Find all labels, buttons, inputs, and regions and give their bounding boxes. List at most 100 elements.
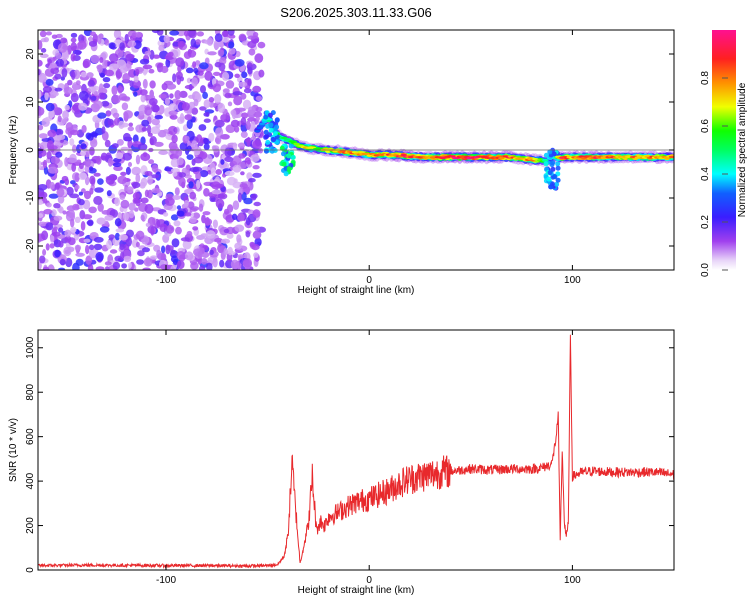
noise-blob xyxy=(66,186,74,196)
noise-blob xyxy=(135,173,141,184)
noise-blob xyxy=(135,199,141,207)
noise-blob xyxy=(220,238,231,244)
noise-blob xyxy=(225,112,230,121)
noise-blob xyxy=(234,224,245,232)
noise-blob xyxy=(78,162,84,170)
noise-blob xyxy=(96,155,102,165)
noise-blob xyxy=(190,38,197,48)
noise-blob xyxy=(258,147,263,154)
noise-blob xyxy=(89,132,99,137)
noise-blob xyxy=(156,249,162,259)
noise-blob xyxy=(44,91,49,101)
noise-blob xyxy=(95,266,105,270)
noise-blob xyxy=(190,206,200,212)
noise-blob xyxy=(104,69,115,77)
noise-blob xyxy=(70,218,75,228)
ridge-segment xyxy=(668,155,674,159)
ridge-segment xyxy=(290,154,296,160)
noise-blob xyxy=(186,77,192,84)
noise-blob xyxy=(98,83,104,93)
noise-blob xyxy=(199,106,207,111)
noise-blob xyxy=(179,76,184,82)
ridge-segment xyxy=(286,153,292,159)
noise-blob xyxy=(54,73,62,80)
noise-blob xyxy=(112,261,121,270)
noise-blob xyxy=(142,64,153,70)
noise-blob xyxy=(241,71,248,79)
noise-blob xyxy=(125,53,135,62)
noise-blob xyxy=(158,150,169,156)
spectrogram-x-axis-title: Height of straight line (km) xyxy=(298,285,415,296)
noise-blob xyxy=(198,124,207,131)
noise-blob xyxy=(38,160,42,170)
noise-blob xyxy=(127,126,134,132)
ridge-segment xyxy=(268,122,274,128)
noise-blob xyxy=(44,116,53,122)
noise-blob xyxy=(226,188,235,194)
noise-blob xyxy=(137,250,145,257)
noise-blob xyxy=(115,152,124,160)
noise-blob xyxy=(247,66,253,75)
noise-blob xyxy=(237,213,245,222)
noise-blob xyxy=(196,179,201,190)
noise-blob xyxy=(224,147,232,158)
noise-blob xyxy=(76,80,81,86)
noise-blob xyxy=(140,214,145,221)
noise-blob xyxy=(69,129,80,136)
noise-blob xyxy=(154,141,164,147)
ridge-segment xyxy=(552,174,558,180)
noise-blob xyxy=(99,226,110,233)
noise-blob xyxy=(76,159,82,164)
noise-blob xyxy=(101,210,112,215)
noise-blob xyxy=(150,126,161,134)
noise-blob xyxy=(222,36,230,43)
noise-blob xyxy=(158,104,165,115)
noise-blob xyxy=(117,212,122,221)
noise-blob xyxy=(126,186,134,194)
noise-blob xyxy=(223,228,230,234)
noise-blob xyxy=(230,119,240,128)
noise-blob xyxy=(247,106,256,115)
noise-blob xyxy=(173,220,181,227)
noise-blob xyxy=(38,90,42,99)
noise-blob xyxy=(117,85,123,94)
noise-blob xyxy=(38,106,45,116)
noise-blob xyxy=(90,95,97,101)
noise-blob xyxy=(93,195,103,205)
noise-blob xyxy=(232,200,240,210)
noise-blob xyxy=(151,118,160,126)
noise-blob xyxy=(250,194,257,201)
noise-blob xyxy=(89,146,95,156)
noise-blob xyxy=(95,251,104,262)
noise-blob xyxy=(127,262,132,269)
noise-blob xyxy=(140,197,149,204)
noise-blob xyxy=(200,85,206,94)
noise-blob xyxy=(45,102,55,112)
noise-blob xyxy=(214,237,223,243)
noise-blob xyxy=(116,139,124,146)
noise-blob xyxy=(45,78,54,86)
noise-blob xyxy=(191,77,199,87)
noise-blob xyxy=(123,212,130,221)
noise-blob xyxy=(226,176,237,186)
noise-blob xyxy=(53,226,58,231)
noise-blob xyxy=(228,34,236,39)
noise-blob xyxy=(177,40,186,48)
noise-blob xyxy=(123,110,133,119)
ridge-segment xyxy=(279,145,285,151)
noise-blob xyxy=(57,134,66,140)
noise-blob xyxy=(252,209,261,218)
noise-blob xyxy=(54,249,61,258)
noise-blob xyxy=(148,68,155,74)
ridge-segment xyxy=(274,117,280,123)
noise-blob xyxy=(224,156,234,163)
noise-blob xyxy=(139,89,148,96)
spectrogram-x-tick-label: 0 xyxy=(366,275,372,286)
noise-blob xyxy=(129,80,134,87)
noise-blob xyxy=(180,237,190,242)
noise-blob xyxy=(213,71,221,76)
noise-blob xyxy=(176,30,186,37)
noise-blob xyxy=(248,178,256,183)
ridge-segment xyxy=(364,152,371,155)
noise-blob xyxy=(193,98,199,107)
